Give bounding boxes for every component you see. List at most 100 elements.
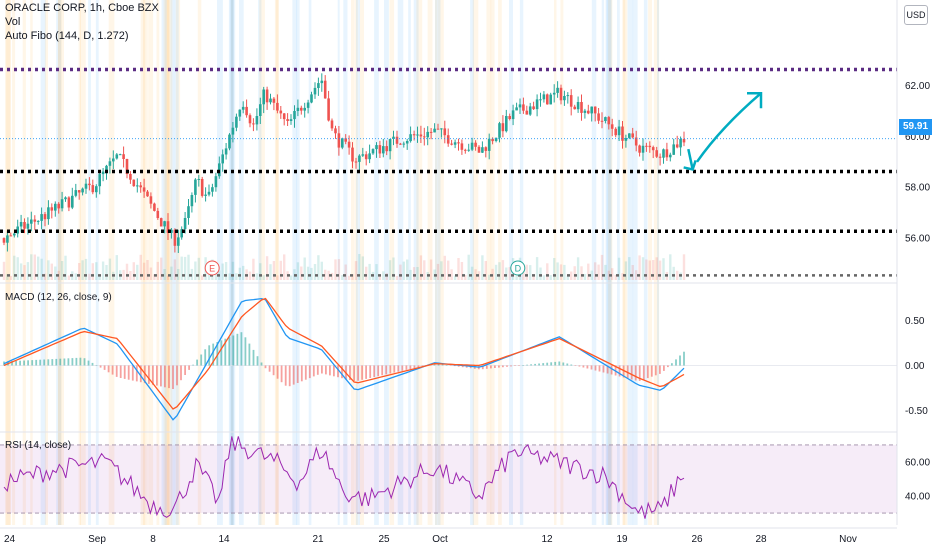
volume-bar [447,260,450,280]
candle-body [286,119,289,121]
macd-histogram-bar [228,337,231,366]
volume-bar [337,259,341,280]
session-stripe [5,0,11,525]
time-axis-tick: Sep [88,534,106,545]
macd-histogram-bar [103,365,106,370]
candle-body [515,107,518,111]
volume-bar [494,264,498,280]
session-stripe [170,0,175,525]
candle [399,142,402,145]
candle [84,178,88,194]
candle-body [187,206,190,218]
session-stripe [156,0,160,525]
candle [378,140,382,158]
candle-body [610,124,614,129]
volume-bar [149,267,153,280]
candle-body [631,133,634,138]
session-stripe [148,0,154,525]
macd-histogram-bar [349,365,351,380]
candle [675,135,679,149]
candle-body [84,183,88,189]
candle [310,91,313,104]
volume-bar [402,261,405,280]
price-axis-tick: 58.00 [905,183,930,194]
event-marker-circle [510,260,526,276]
candle [464,148,467,154]
time-axis-tick: 25 [378,534,390,545]
volume-bar [142,262,146,280]
candle-body [252,123,255,125]
volume-bar [570,271,573,280]
candle [67,196,71,212]
candle [255,108,259,131]
candle [245,99,248,118]
macd-histogram-bar [341,365,343,379]
candle [539,92,542,107]
volume-bar [78,263,81,280]
volume-bar [37,256,40,280]
macd-histogram-bar [502,365,504,368]
candle-body [282,113,286,120]
candle [170,228,173,239]
volume-bar [375,264,378,280]
candle-body [477,146,481,153]
candle [71,187,74,210]
volume-bar [658,260,662,280]
macd-histogram-bar [284,365,287,386]
candle [576,96,580,113]
candle [358,154,361,171]
candle-body [235,116,238,128]
volume-bar [508,267,511,280]
volume-bar [382,271,385,280]
candle [163,220,166,234]
candle-body [173,229,177,246]
macd-histogram-bar [216,342,219,366]
candle-body [419,134,423,137]
candle [317,77,320,96]
macd-histogram-bar [244,337,247,366]
candle [498,121,501,143]
currency-badge[interactable]: USD [904,5,928,25]
macd-histogram-bar [622,365,625,378]
candle-body [368,153,371,160]
candle [416,126,419,143]
candle-body [13,233,16,236]
candle [334,125,337,139]
candle-body [269,98,272,103]
session-stripe [384,0,389,525]
candle [60,191,64,212]
candle-body [573,106,576,110]
candle [409,126,412,143]
volume-bar [13,255,16,280]
volume-bar [214,270,218,280]
candle-body [470,142,474,150]
macd-histogram-bar [449,365,452,366]
candle [528,102,532,116]
volume-bar [429,259,433,280]
macd-histogram-bar [329,365,331,376]
macd-histogram-bar [256,356,259,366]
candle-body [552,92,556,95]
volume-bar [67,275,71,280]
candle-body [115,154,119,159]
volume-bar [201,275,204,280]
candle-body [549,94,552,105]
volume-bar [272,261,276,280]
macd-histogram-bar [67,358,70,366]
candle [327,90,330,122]
session-stripe [308,0,312,525]
candle-body [91,185,95,193]
candle-body [19,222,23,227]
candle [354,157,358,169]
volume-bar [535,257,539,280]
candle [375,142,378,158]
macd-histogram-bar [554,361,557,366]
session-stripe [632,0,638,525]
volume-bar [64,255,67,280]
volume-bar [265,256,269,280]
volume-bar [197,257,200,280]
macd-histogram-bar [91,362,94,366]
macd-histogram-bar [240,332,243,366]
